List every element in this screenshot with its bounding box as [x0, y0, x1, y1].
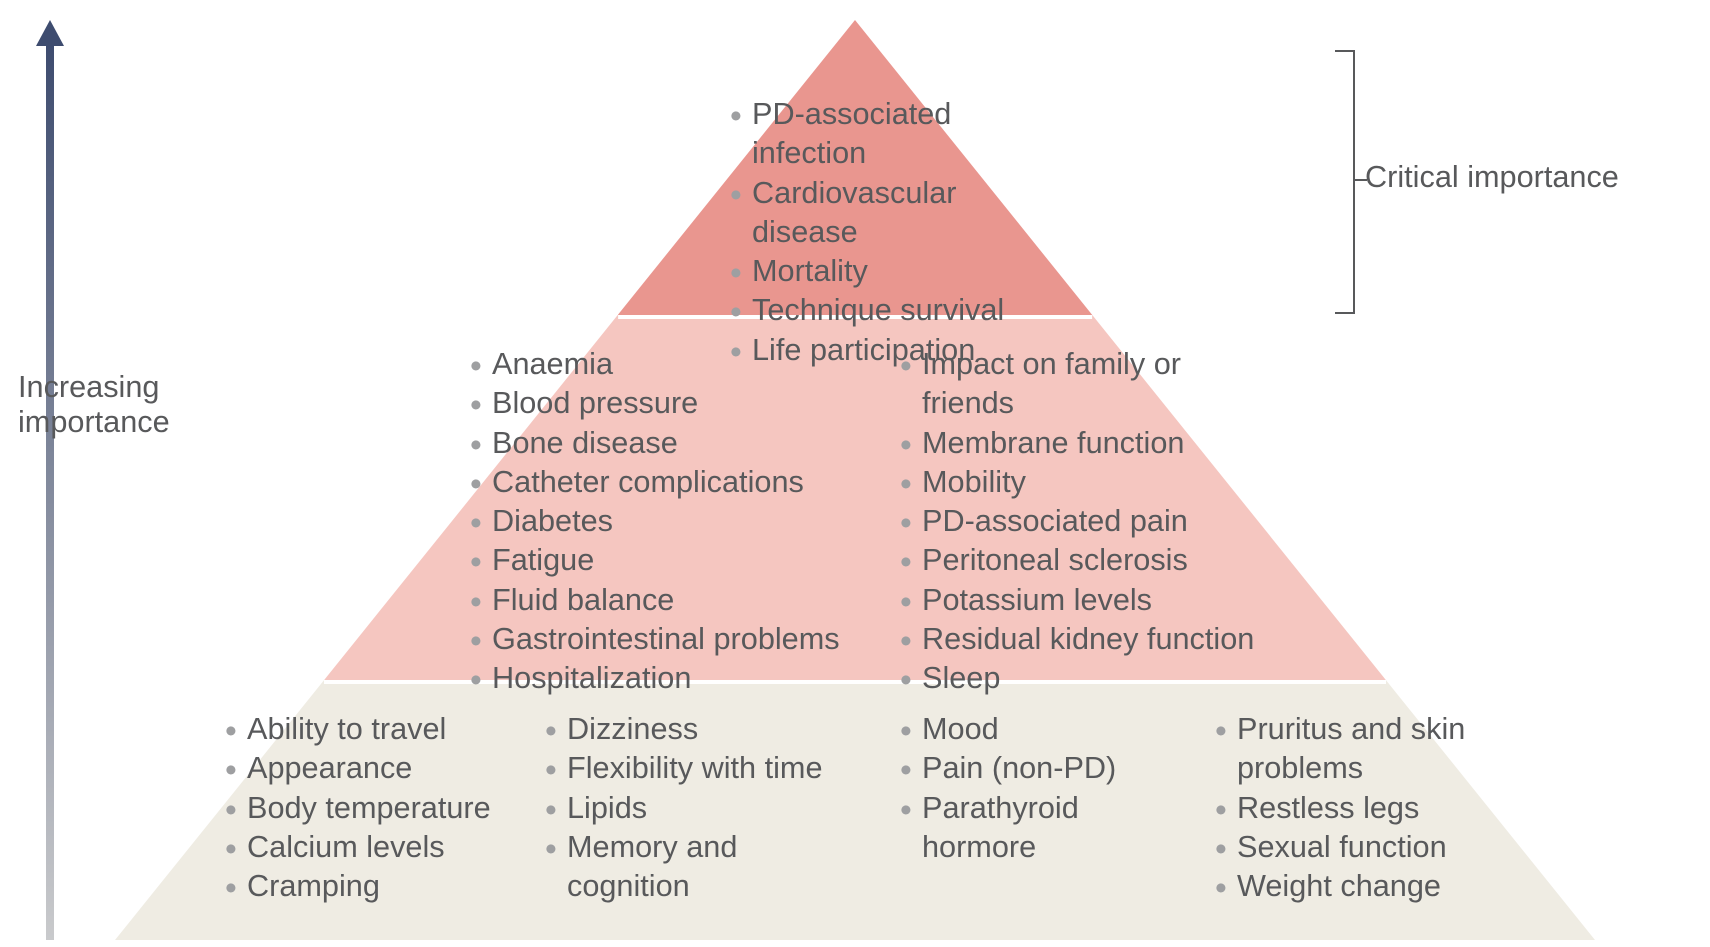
tier-middle-list-1-item: Impact on family or friends — [900, 345, 1260, 424]
tier-middle-list-0-item: Anaemia — [470, 345, 840, 384]
tier-middle-list-0-item: Gastrointestinal problems — [470, 620, 840, 659]
tier-top-list-0-item: Cardiovascular disease — [730, 174, 1030, 253]
tier-bottom-list-0-item: Ability to travel — [225, 710, 505, 749]
axis-arrow-line — [46, 44, 54, 940]
tier-bottom-list-2: MoodPain (non-PD)Parathyroid hormore — [900, 710, 1190, 867]
pyramid-diagram: PD-associated infectionCardiovascular di… — [0, 0, 1710, 947]
tier-bottom-list-3-item: Restless legs — [1215, 789, 1515, 828]
tier-bottom-list-1: DizzinessFlexibility with timeLipidsMemo… — [545, 710, 845, 906]
tier-bottom-list-0-item: Appearance — [225, 749, 505, 788]
tier-middle-list-0-item: Catheter complications — [470, 463, 840, 502]
tier-bottom-list-2-item: Mood — [900, 710, 1190, 749]
tier-bottom-list-0: Ability to travelAppearanceBody temperat… — [225, 710, 505, 906]
tier-bottom-list-0-item: Calcium levels — [225, 828, 505, 867]
tier-middle-list-0-item: Bone disease — [470, 424, 840, 463]
tier-middle-list-0: AnaemiaBlood pressureBone diseaseCathete… — [470, 345, 840, 698]
tier-middle-list-1-item: Mobility — [900, 463, 1260, 502]
tier-top-list-0: PD-associated infectionCardiovascular di… — [730, 95, 1030, 370]
tier-top-col-0: PD-associated infectionCardiovascular di… — [730, 95, 1030, 370]
tier-bottom-list-0-item: Cramping — [225, 867, 505, 906]
tier-middle-col-0: AnaemiaBlood pressureBone diseaseCathete… — [470, 345, 840, 698]
tier-middle-list-1-item: Peritoneal sclerosis — [900, 541, 1260, 580]
tier-middle-list-1-item: PD-associated pain — [900, 502, 1260, 541]
tier-bottom-list-2-item: Parathyroid hormore — [900, 789, 1190, 868]
bracket-label: Critical importance — [1365, 160, 1619, 195]
tier-middle-list-1-item: Residual kidney function — [900, 620, 1260, 659]
tier-middle-list-1-item: Potassium levels — [900, 581, 1260, 620]
tier-bottom-list-1-item: Flexibility with time — [545, 749, 845, 788]
tier-top-list-0-item: Technique survival — [730, 291, 1030, 330]
tier-middle-col-1: Impact on family or friendsMembrane func… — [900, 345, 1260, 698]
tier-middle-list-1: Impact on family or friendsMembrane func… — [900, 345, 1260, 698]
tier-middle-list-0-item: Hospitalization — [470, 659, 840, 698]
tier-bottom-list-1-item: Lipids — [545, 789, 845, 828]
tier-bottom-list-2-item: Pain (non-PD) — [900, 749, 1190, 788]
axis-label: Increasing importance — [18, 370, 198, 440]
tier-bottom-col-2: MoodPain (non-PD)Parathyroid hormore — [900, 710, 1190, 867]
tier-bottom-list-3-item: Sexual function — [1215, 828, 1515, 867]
tier-bottom-list-0-item: Body temperature — [225, 789, 505, 828]
tier-top-list-0-item: Mortality — [730, 252, 1030, 291]
tier-middle-list-0-item: Blood pressure — [470, 384, 840, 423]
tier-bottom-list-1-item: Memory and cognition — [545, 828, 845, 907]
tier-middle-list-0-item: Fatigue — [470, 541, 840, 580]
tier-middle-list-1-item: Membrane function — [900, 424, 1260, 463]
tier-bottom-list-3-item: Pruritus and skin problems — [1215, 710, 1515, 789]
tier-middle-list-0-item: Fluid balance — [470, 581, 840, 620]
tier-bottom-list-3: Pruritus and skin problemsRestless legsS… — [1215, 710, 1515, 906]
tier-bottom-list-1-item: Dizziness — [545, 710, 845, 749]
axis-arrow-head-icon — [36, 20, 64, 46]
tier-top-list-0-item: PD-associated infection — [730, 95, 1030, 174]
tier-bottom-col-1: DizzinessFlexibility with timeLipidsMemo… — [545, 710, 845, 906]
tier-bottom-col-0: Ability to travelAppearanceBody temperat… — [225, 710, 505, 906]
critical-importance-bracket — [1335, 50, 1355, 314]
tier-middle-list-1-item: Sleep — [900, 659, 1260, 698]
tier-bottom-col-3: Pruritus and skin problemsRestless legsS… — [1215, 710, 1515, 906]
tier-bottom-list-3-item: Weight change — [1215, 867, 1515, 906]
tier-middle-list-0-item: Diabetes — [470, 502, 840, 541]
